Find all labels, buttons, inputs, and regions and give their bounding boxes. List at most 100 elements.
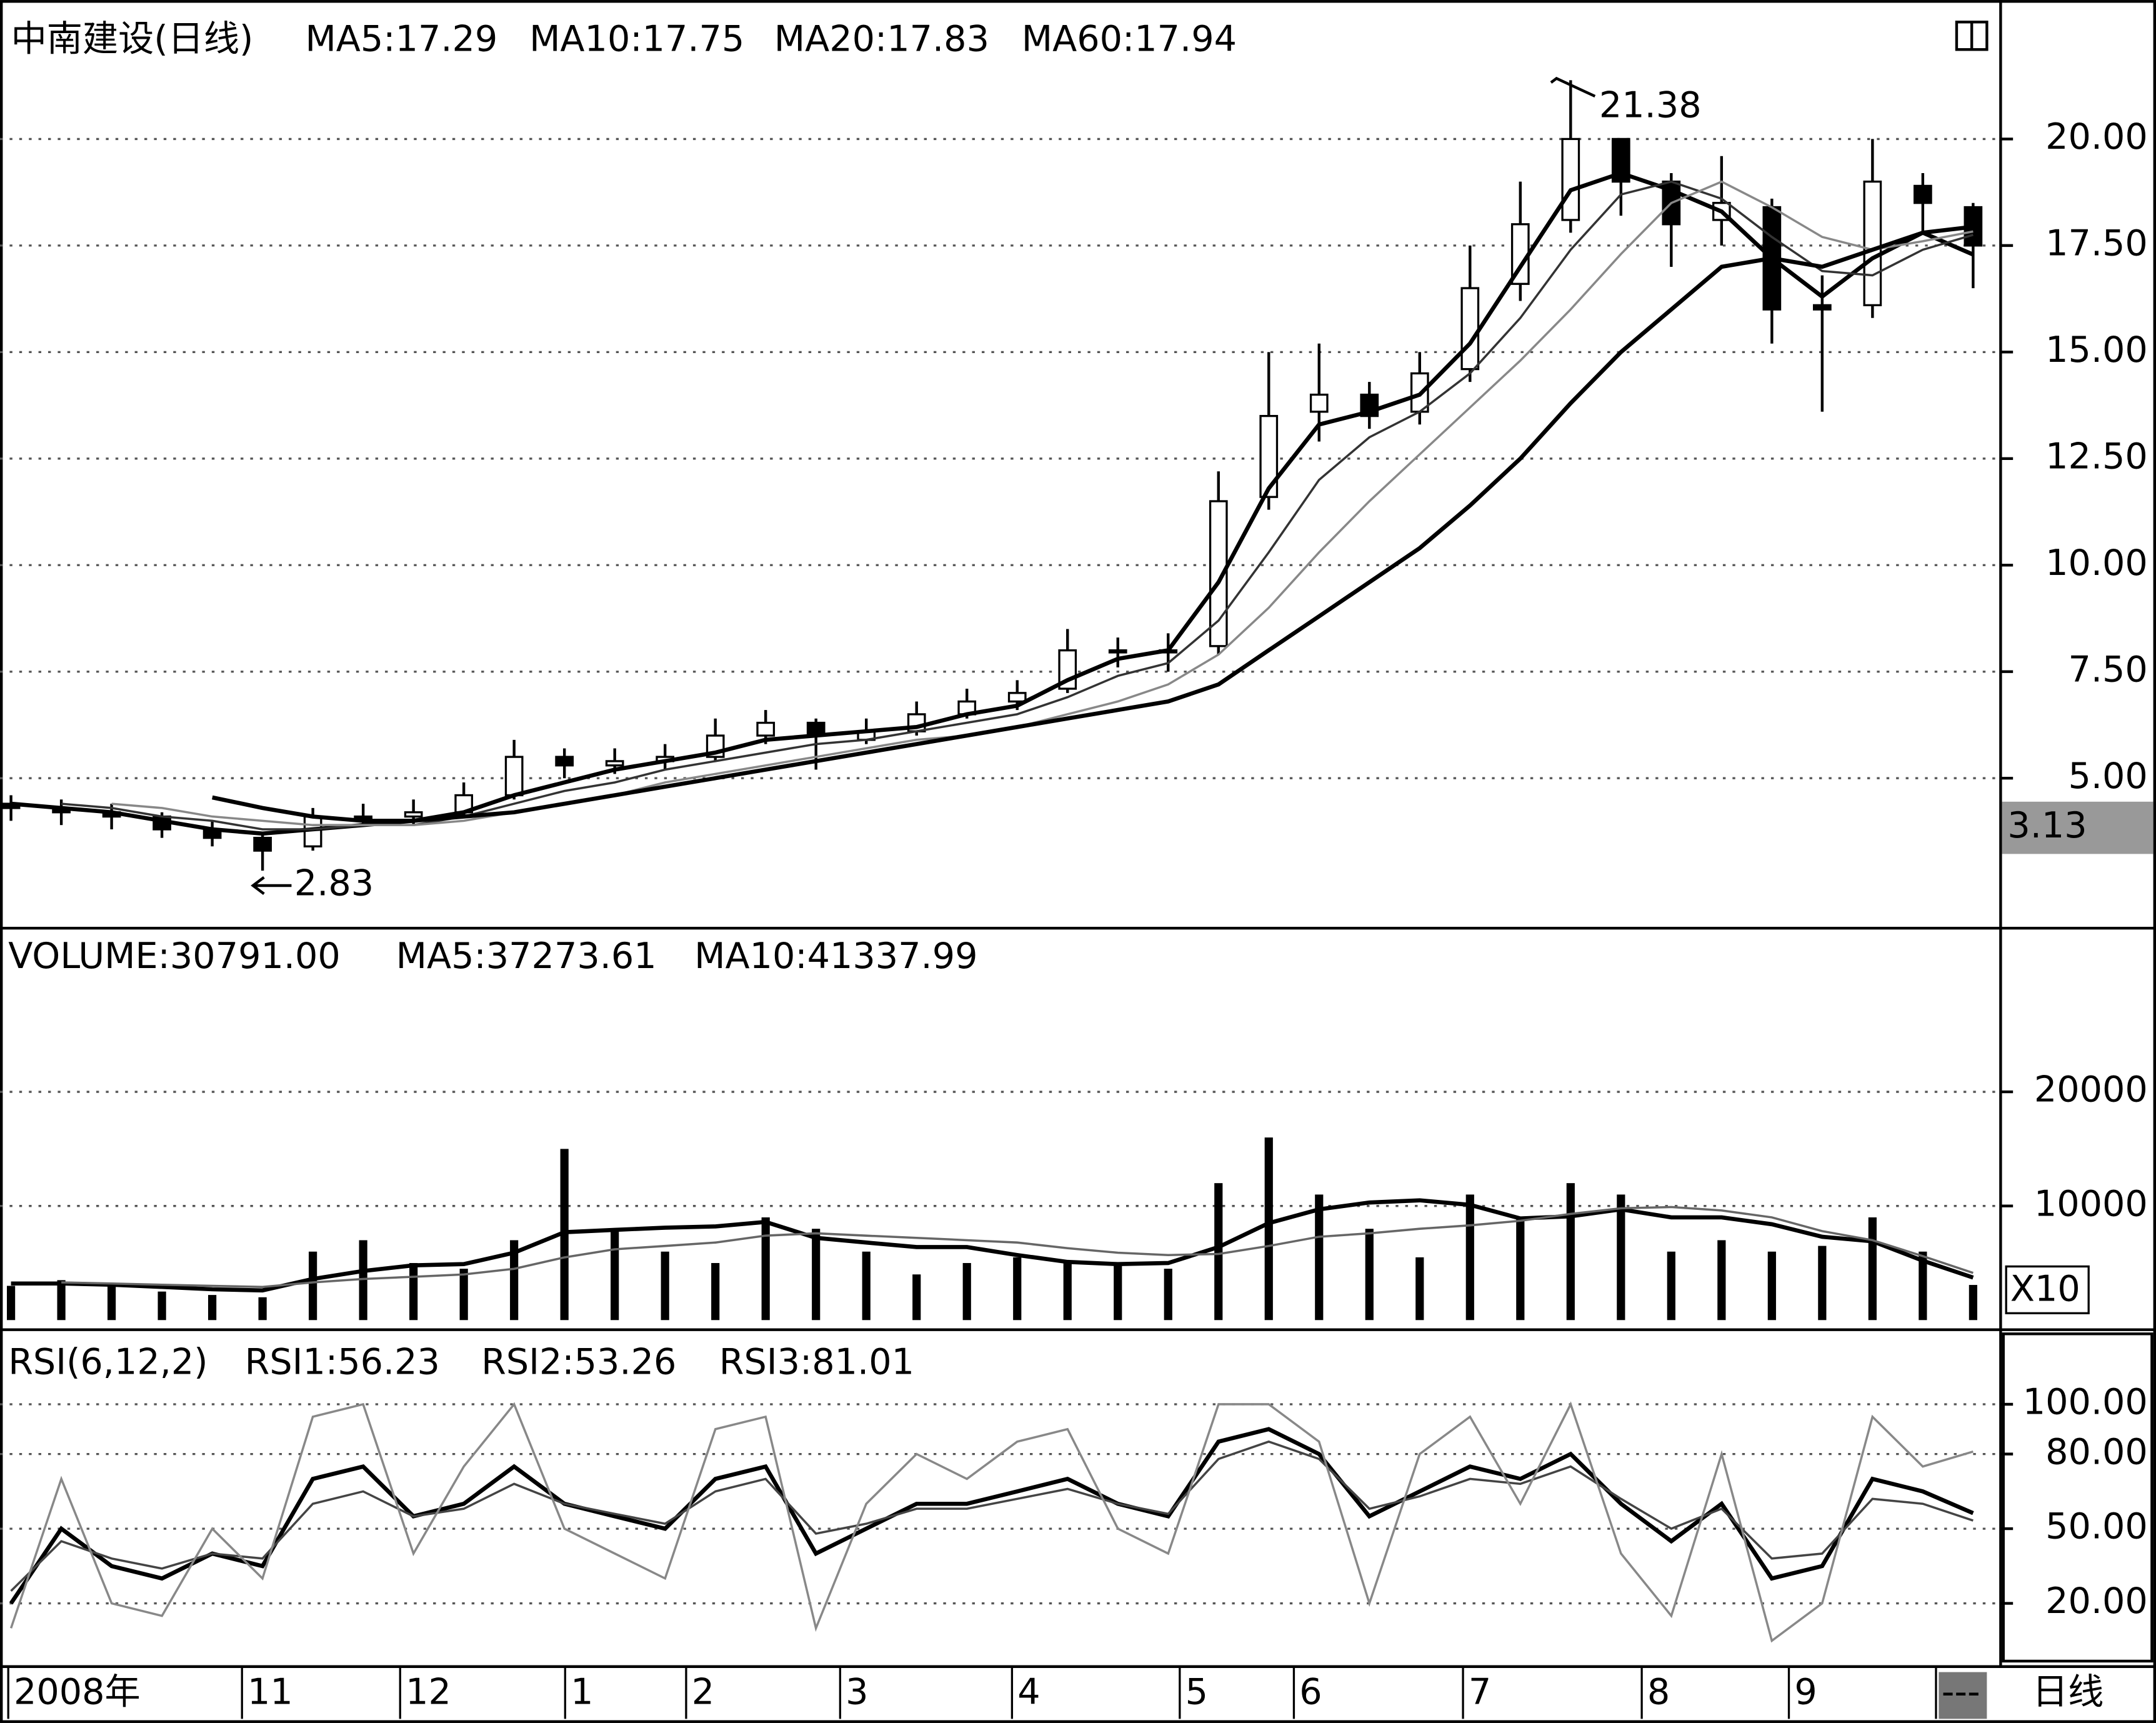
y-tick-label: 50.00 [2045, 1506, 2148, 1547]
x-tick-label: --- [1942, 1671, 1980, 1712]
candle-body [253, 837, 272, 852]
high-pointer [1550, 76, 1596, 98]
x-tick-label: 12 [406, 1671, 451, 1712]
y-tick-label: 12.50 [2045, 436, 2148, 477]
legend-entry: MA60:17.94 [1022, 19, 1237, 60]
x-tick-label: 2008年 [14, 1671, 141, 1712]
volume-bar [7, 1286, 16, 1321]
indicator-line [9, 1401, 1974, 1643]
indicator-line [10, 1440, 1974, 1592]
legend-entry: RSI1:56.23 [245, 1341, 440, 1382]
volume-bar [1315, 1194, 1324, 1321]
volume-bar [962, 1262, 971, 1321]
x-tick-label: 4 [1017, 1671, 1040, 1712]
y-tick-label: 10000 [2034, 1183, 2148, 1224]
y-tick-label: 80.00 [2045, 1431, 2148, 1472]
legend-entry: RSI3:81.01 [719, 1341, 914, 1382]
candle-body [1561, 137, 1580, 221]
volume-bar [1717, 1240, 1726, 1321]
volume-bar [812, 1229, 821, 1321]
volume-bar [157, 1291, 166, 1321]
candle-body [1309, 393, 1329, 413]
legend-entry: RSI2:53.26 [481, 1341, 676, 1382]
panel-title: 中南建设(日线) [11, 19, 254, 60]
legend-entry: MA20:17.83 [774, 19, 989, 60]
candle-body [1460, 287, 1480, 371]
indicator-line [212, 224, 1974, 823]
indicator-line [111, 180, 1974, 826]
cursor-box [2002, 801, 2154, 854]
y-tick-label: 17.50 [2045, 223, 2148, 264]
volume-bar [611, 1229, 619, 1321]
candle-body [404, 811, 423, 818]
volume-bar [1969, 1285, 1977, 1321]
y-tick-label: 5.00 [2068, 756, 2147, 797]
volume-bar [258, 1297, 267, 1321]
y-tick-label: 100.00 [2023, 1382, 2148, 1423]
volume-bar [1114, 1262, 1122, 1321]
multiplier-label: X10 [2010, 1269, 2080, 1310]
legend-entry: MA5:17.29 [305, 19, 497, 60]
cursor-label: 3.13 [2007, 805, 2087, 846]
y-tick-label: 20000 [2034, 1069, 2148, 1111]
indicator-line [61, 1206, 1974, 1289]
panel-title: RSI(6,12,2) [8, 1341, 207, 1382]
y-tick-label: 10.00 [2045, 542, 2148, 584]
x-tick-label: 9 [1794, 1671, 1817, 1712]
volume-bar [1667, 1251, 1675, 1321]
volume-bar [1264, 1137, 1273, 1321]
volume-bar [761, 1217, 770, 1321]
low-pointer [251, 876, 292, 895]
indicator-line [11, 1198, 1974, 1293]
volume-bar [1617, 1194, 1625, 1321]
panel-title: VOLUME:30791.00 [8, 936, 341, 977]
y-tick-label: 7.50 [2068, 649, 2147, 690]
x-scroll-box [1939, 1672, 1987, 1719]
volume-bar [661, 1251, 669, 1321]
price-annotation: 2.83 [294, 863, 374, 904]
x-tick-label: 5 [1185, 1671, 1208, 1712]
candle-body [555, 756, 574, 767]
candle-body [354, 815, 373, 820]
volume-bar [1767, 1251, 1776, 1321]
volume-bar [862, 1251, 871, 1321]
candle-body [1863, 180, 1882, 306]
y-tick-label: 20.00 [2045, 116, 2148, 157]
volume-bar [409, 1262, 418, 1321]
volume-bar [57, 1280, 66, 1321]
candle-body [1007, 692, 1027, 703]
volume-bar [208, 1295, 217, 1321]
multiplier-box [2005, 1265, 2090, 1314]
indicator-line [9, 1427, 1974, 1605]
legend-entry: MA10:17.75 [529, 19, 744, 60]
legend-entry: MA10:41337.99 [694, 936, 977, 977]
price-annotation: 21.38 [1599, 84, 1702, 126]
volume-bar [1919, 1251, 1927, 1321]
volume-bar [912, 1274, 921, 1321]
x-tick-label: 1 [571, 1671, 593, 1712]
volume-bar [1516, 1217, 1525, 1321]
candle-body [1812, 304, 1832, 311]
x-tick-label: 8 [1647, 1671, 1670, 1712]
volume-bar [510, 1240, 519, 1321]
volume-bar [711, 1262, 720, 1321]
candle-body [1259, 414, 1279, 498]
x-tick-label: 11 [247, 1671, 293, 1712]
x-tick-label: 3 [846, 1671, 868, 1712]
volume-bar [359, 1240, 367, 1321]
candle-body [756, 721, 776, 737]
candle-body [1914, 184, 1932, 204]
volume-bar [1164, 1269, 1172, 1321]
volume-bar [1365, 1229, 1374, 1321]
y-tick-label: 15.00 [2045, 329, 2148, 371]
volume-bar [1465, 1194, 1474, 1321]
candle-body [504, 756, 524, 797]
volume-bar [560, 1149, 569, 1321]
candle-body [605, 760, 624, 767]
volume-bar [1415, 1257, 1424, 1321]
y-tick-label: 20.00 [2045, 1581, 2148, 1622]
volume-bar [107, 1286, 116, 1321]
x-tick-label: 6 [1299, 1671, 1322, 1712]
